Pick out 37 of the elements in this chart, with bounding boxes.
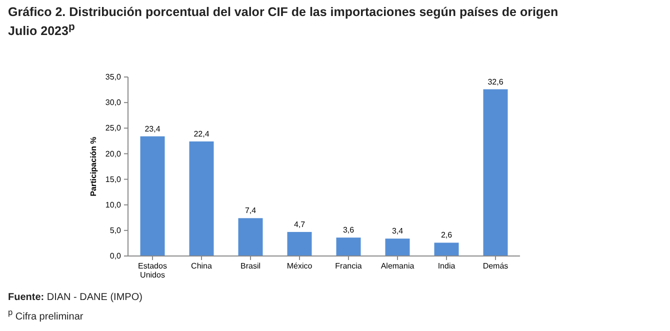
y-axis-title: Participación % xyxy=(89,136,98,196)
y-tick-label: 25,0 xyxy=(105,124,122,133)
x-tick-label: Estados Unidos xyxy=(138,262,167,280)
x-tick-label: Brasil xyxy=(240,262,261,271)
y-tick-label: 15,0 xyxy=(105,174,122,184)
x-tick-label: India xyxy=(438,262,456,271)
bar xyxy=(287,232,312,256)
bar xyxy=(483,89,508,256)
y-tick-label: 10,0 xyxy=(105,200,122,210)
data-label: 32,6 xyxy=(488,77,504,86)
data-label: 23,4 xyxy=(144,124,161,134)
bar xyxy=(434,242,459,256)
y-tick-label: 5,0 xyxy=(110,226,122,235)
y-tick-label: 20,0 xyxy=(105,149,122,158)
y-tick-label: 0,0 xyxy=(110,252,122,261)
data-label: 7,4 xyxy=(244,206,257,216)
x-tick-label: Alemania xyxy=(380,262,415,271)
x-tick-label: China xyxy=(191,262,212,271)
source-note: Fuente: DIAN - DANE (IMPO) xyxy=(8,292,142,303)
data-label: 22,4 xyxy=(194,129,210,138)
x-tick-label: Francia xyxy=(335,262,362,271)
bar xyxy=(336,238,361,256)
y-tick-label: 30,0 xyxy=(105,98,122,108)
bar xyxy=(189,141,214,256)
x-tick-label: Demás xyxy=(482,262,508,271)
data-label: 3,6 xyxy=(342,226,355,235)
chart-subtitle: Julio 2023$^{p}$ xyxy=(8,22,75,38)
text: $^{p}$ Cifra preliminar xyxy=(8,307,84,322)
data-label: 4,7 xyxy=(294,220,306,229)
bar xyxy=(238,218,263,256)
bar xyxy=(385,238,410,256)
y-tick-label: 35,0 xyxy=(105,72,122,82)
bar xyxy=(140,136,165,256)
data-label: 2,6 xyxy=(440,230,453,240)
data-label: 3,4 xyxy=(392,226,404,236)
chart-title: Gráfico 2. Distribución porcentual del valor CIF de las importaciones según países de origen xyxy=(8,5,558,19)
x-tick-label: México xyxy=(286,262,313,271)
